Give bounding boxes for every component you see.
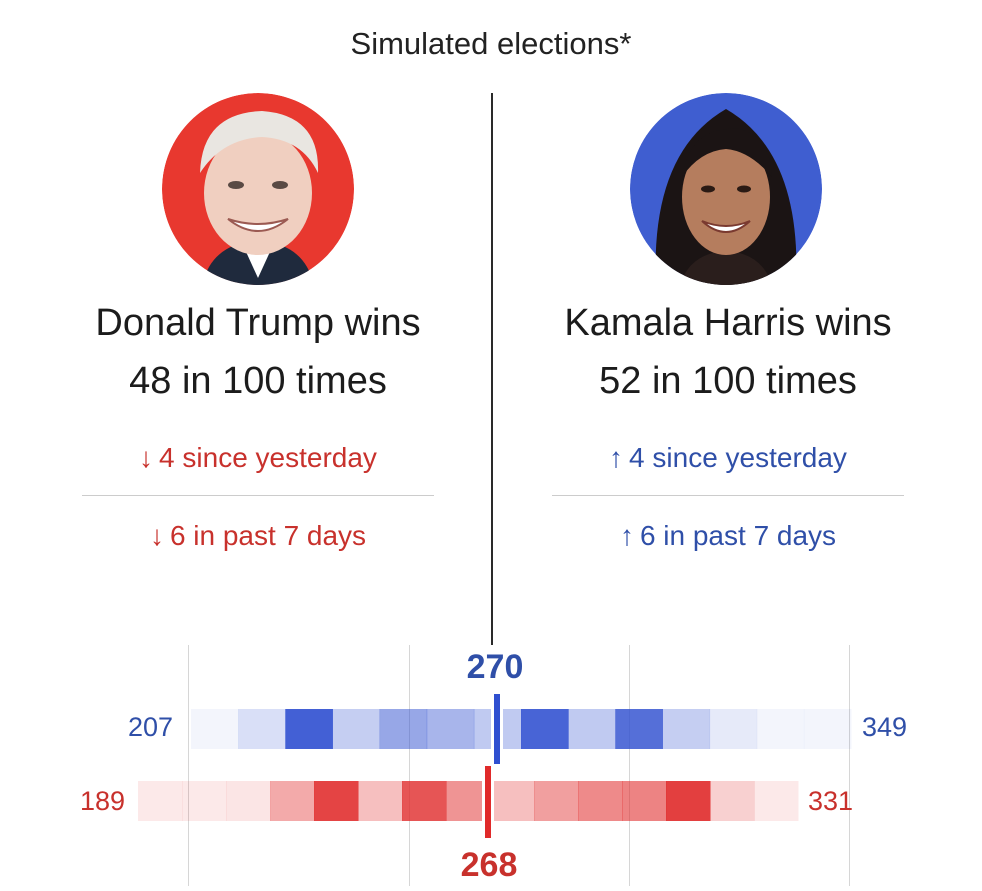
heat-cell (754, 781, 799, 821)
heat-cell (756, 709, 805, 749)
harris-separator (552, 495, 904, 496)
trump-portrait-image (162, 93, 354, 285)
harris-change-week-text: 6 in past 7 days (639, 520, 837, 551)
heat-cell (490, 781, 535, 821)
trump-change-yesterday: ↓ 4 since yesterday (48, 444, 468, 472)
heat-cell (332, 709, 381, 749)
trump-change-yesterday-text: 4 since yesterday (159, 442, 377, 473)
threshold-marker (494, 694, 500, 764)
trump-separator (82, 495, 434, 496)
heat-cell (709, 709, 758, 749)
threshold-268-label: 268 (460, 846, 518, 884)
heat-cell (803, 709, 852, 749)
heat-cell (358, 781, 403, 821)
heat-cell (285, 709, 333, 749)
trump-odds: 48 in 100 times (129, 360, 387, 402)
heat-cell (270, 781, 315, 821)
heat-cell (568, 709, 616, 749)
trump-min-label: 189 (80, 786, 126, 816)
heat-cell (622, 781, 667, 821)
gridline (188, 645, 189, 886)
harris-portrait (630, 93, 822, 285)
heat-cell (578, 781, 623, 821)
gridline (409, 645, 410, 886)
heat-cell (534, 781, 579, 821)
harris-change-yesterday-text: 4 since yesterday (629, 442, 847, 473)
gridline (849, 645, 850, 886)
chart-title: Simulated elections* (350, 26, 632, 61)
harris-min-label: 207 (128, 712, 174, 742)
trump-headline: Donald Trump wins (95, 302, 421, 344)
heat-cell (426, 709, 475, 749)
harris-change-yesterday: ↑ 4 since yesterday (518, 444, 938, 472)
heat-cell (379, 709, 428, 749)
trump-portrait (162, 93, 354, 285)
heat-cell (226, 781, 271, 821)
heat-cell (138, 781, 183, 821)
trump-change-week-text: 6 in past 7 days (169, 520, 367, 551)
heat-cell (521, 709, 569, 749)
harris-odds: 52 in 100 times (599, 360, 857, 402)
arrow-down-icon: ↓ (149, 520, 164, 551)
arrow-up-icon: ↑ (619, 520, 634, 551)
heat-cell (662, 709, 711, 749)
heat-cell (191, 709, 239, 749)
threshold-270-label: 270 (466, 648, 524, 686)
gridline (629, 645, 630, 886)
heat-cell (238, 709, 286, 749)
arrow-down-icon: ↓ (139, 442, 154, 473)
trump-change-week: ↓ 6 in past 7 days (48, 522, 468, 550)
center-divider (491, 93, 493, 645)
harris-change-week: ↑ 6 in past 7 days (518, 522, 938, 550)
arrow-up-icon: ↑ (609, 442, 624, 473)
heat-cell (182, 781, 227, 821)
harris-max-label: 349 (862, 712, 908, 742)
harris-portrait-image (630, 93, 822, 285)
threshold-marker (485, 766, 491, 838)
heat-cell (314, 781, 359, 821)
heat-cell (710, 781, 755, 821)
heat-cell (402, 781, 447, 821)
heat-cell (615, 709, 663, 749)
heat-cell (666, 781, 711, 821)
trump-max-label: 331 (808, 786, 854, 816)
harris-headline: Kamala Harris wins (564, 302, 892, 344)
